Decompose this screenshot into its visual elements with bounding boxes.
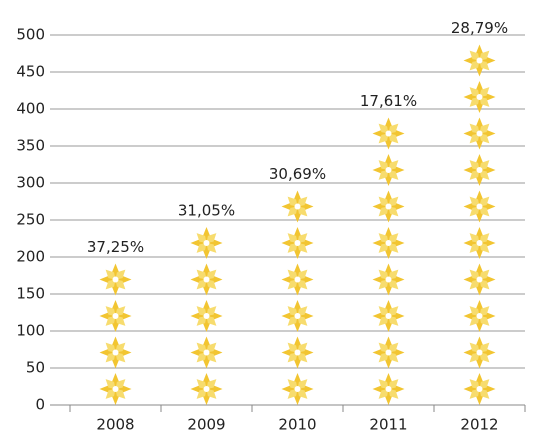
y-tick-label: 300 (16, 174, 45, 192)
icon (281, 227, 314, 259)
x-tick-label: 2011 (369, 416, 407, 434)
icon (372, 117, 405, 150)
value-label: 30,69% (269, 165, 326, 183)
icon (463, 336, 496, 369)
value-label: 28,79% (451, 19, 508, 37)
x-tick-label: 2008 (96, 416, 134, 434)
icon (281, 300, 314, 332)
icon (372, 373, 405, 405)
icon (372, 227, 405, 259)
icon (372, 190, 405, 223)
y-tick-label: 50 (26, 359, 45, 377)
y-tick-label: 400 (16, 100, 45, 118)
y-tick-label: 350 (16, 137, 45, 155)
y-tick-label: 500 (16, 26, 45, 44)
icon (463, 300, 496, 332)
icon (281, 336, 314, 369)
icon-stack (281, 190, 314, 405)
icon (190, 300, 223, 332)
value-label: 37,25% (87, 238, 144, 256)
icon (463, 117, 496, 150)
icon-stack (372, 117, 405, 405)
icon-stack (99, 263, 132, 405)
icon (372, 154, 405, 186)
icon (463, 373, 496, 405)
icon (99, 300, 132, 332)
icon (463, 81, 496, 113)
icon-stack (463, 44, 496, 405)
value-label: 31,05% (178, 202, 235, 220)
x-tick-label: 2010 (278, 416, 316, 434)
icon (190, 373, 223, 405)
y-tick-label: 100 (16, 322, 45, 340)
icon (99, 336, 132, 369)
icon (463, 227, 496, 259)
icon (99, 263, 132, 296)
icon (190, 336, 223, 369)
icon-stack (190, 227, 223, 405)
x-tick-label: 2012 (460, 416, 498, 434)
icon (372, 336, 405, 369)
icon (463, 190, 496, 223)
icon (372, 300, 405, 332)
y-tick-label: 0 (35, 396, 45, 414)
icon (463, 154, 496, 186)
icon (99, 373, 132, 405)
icon (372, 263, 405, 296)
y-tick-label: 250 (16, 211, 45, 229)
y-tick-label: 450 (16, 63, 45, 81)
y-tick-label: 150 (16, 285, 45, 303)
icon (190, 227, 223, 259)
icon (281, 373, 314, 405)
icon (190, 263, 223, 296)
y-tick-label: 200 (16, 248, 45, 266)
icon (281, 190, 314, 223)
value-label: 17,61% (360, 92, 417, 110)
icon (463, 263, 496, 296)
icon (281, 263, 314, 296)
x-tick-label: 2009 (187, 416, 225, 434)
